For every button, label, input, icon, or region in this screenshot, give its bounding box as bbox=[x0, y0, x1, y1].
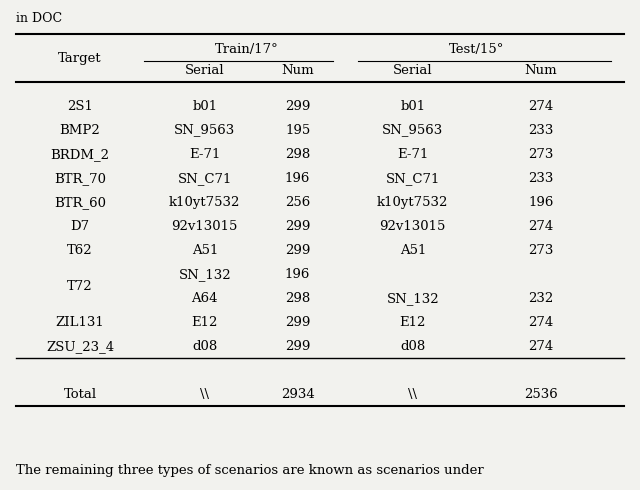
Text: 274: 274 bbox=[528, 316, 554, 329]
Text: 256: 256 bbox=[285, 196, 310, 209]
Text: b01: b01 bbox=[192, 99, 218, 113]
Text: BTR_60: BTR_60 bbox=[54, 196, 106, 209]
Text: A64: A64 bbox=[191, 292, 218, 305]
Text: BRDM_2: BRDM_2 bbox=[51, 147, 109, 161]
Text: 2S1: 2S1 bbox=[67, 99, 93, 113]
Text: 195: 195 bbox=[285, 123, 310, 137]
Text: A51: A51 bbox=[399, 244, 426, 257]
Text: in DOC: in DOC bbox=[16, 12, 62, 25]
Text: d08: d08 bbox=[400, 340, 426, 353]
Text: 273: 273 bbox=[528, 244, 554, 257]
Text: Num: Num bbox=[282, 64, 314, 77]
Text: E-71: E-71 bbox=[397, 147, 429, 161]
Text: 299: 299 bbox=[285, 99, 310, 113]
Text: 274: 274 bbox=[528, 220, 554, 233]
Text: 274: 274 bbox=[528, 99, 554, 113]
Text: D7: D7 bbox=[70, 220, 90, 233]
Text: 299: 299 bbox=[285, 340, 310, 353]
Text: SN_132: SN_132 bbox=[387, 292, 439, 305]
Text: SN_9563: SN_9563 bbox=[174, 123, 236, 137]
Text: 232: 232 bbox=[528, 292, 554, 305]
Text: \\: \\ bbox=[200, 388, 209, 401]
Text: 298: 298 bbox=[285, 147, 310, 161]
Text: 299: 299 bbox=[285, 220, 310, 233]
Text: 196: 196 bbox=[528, 196, 554, 209]
Text: SN_C71: SN_C71 bbox=[178, 172, 232, 185]
Text: 92v13015: 92v13015 bbox=[380, 220, 446, 233]
Text: d08: d08 bbox=[192, 340, 218, 353]
Text: 196: 196 bbox=[285, 268, 310, 281]
Text: 273: 273 bbox=[528, 147, 554, 161]
Text: E12: E12 bbox=[191, 316, 218, 329]
Text: The remaining three types of scenarios are known as scenarios under: The remaining three types of scenarios a… bbox=[16, 464, 484, 477]
Text: 298: 298 bbox=[285, 292, 310, 305]
Text: Serial: Serial bbox=[185, 64, 225, 77]
Text: T62: T62 bbox=[67, 244, 93, 257]
Text: SN_9563: SN_9563 bbox=[382, 123, 444, 137]
Text: A51: A51 bbox=[191, 244, 218, 257]
Text: Test/15°: Test/15° bbox=[449, 43, 504, 55]
Text: 233: 233 bbox=[528, 123, 554, 137]
Text: 2536: 2536 bbox=[524, 388, 557, 401]
Text: BMP2: BMP2 bbox=[60, 123, 100, 137]
Text: k10yt7532: k10yt7532 bbox=[169, 196, 241, 209]
Text: ZIL131: ZIL131 bbox=[56, 316, 104, 329]
Text: Total: Total bbox=[63, 388, 97, 401]
Text: 92v13015: 92v13015 bbox=[172, 220, 238, 233]
Text: ZSU_23_4: ZSU_23_4 bbox=[46, 340, 114, 353]
Text: SN_C71: SN_C71 bbox=[386, 172, 440, 185]
Text: 299: 299 bbox=[285, 316, 310, 329]
Text: Train/17°: Train/17° bbox=[214, 43, 278, 55]
Text: E12: E12 bbox=[399, 316, 426, 329]
Text: \\: \\ bbox=[408, 388, 417, 401]
Text: SN_132: SN_132 bbox=[179, 268, 231, 281]
Text: T72: T72 bbox=[67, 280, 93, 293]
Text: 233: 233 bbox=[528, 172, 554, 185]
Text: BTR_70: BTR_70 bbox=[54, 172, 106, 185]
Text: b01: b01 bbox=[400, 99, 426, 113]
Text: 2934: 2934 bbox=[281, 388, 314, 401]
Text: k10yt7532: k10yt7532 bbox=[377, 196, 449, 209]
Text: 196: 196 bbox=[285, 172, 310, 185]
Text: Num: Num bbox=[525, 64, 557, 77]
Text: 274: 274 bbox=[528, 340, 554, 353]
Text: Target: Target bbox=[58, 51, 102, 65]
Text: Serial: Serial bbox=[393, 64, 433, 77]
Text: E-71: E-71 bbox=[189, 147, 221, 161]
Text: 299: 299 bbox=[285, 244, 310, 257]
